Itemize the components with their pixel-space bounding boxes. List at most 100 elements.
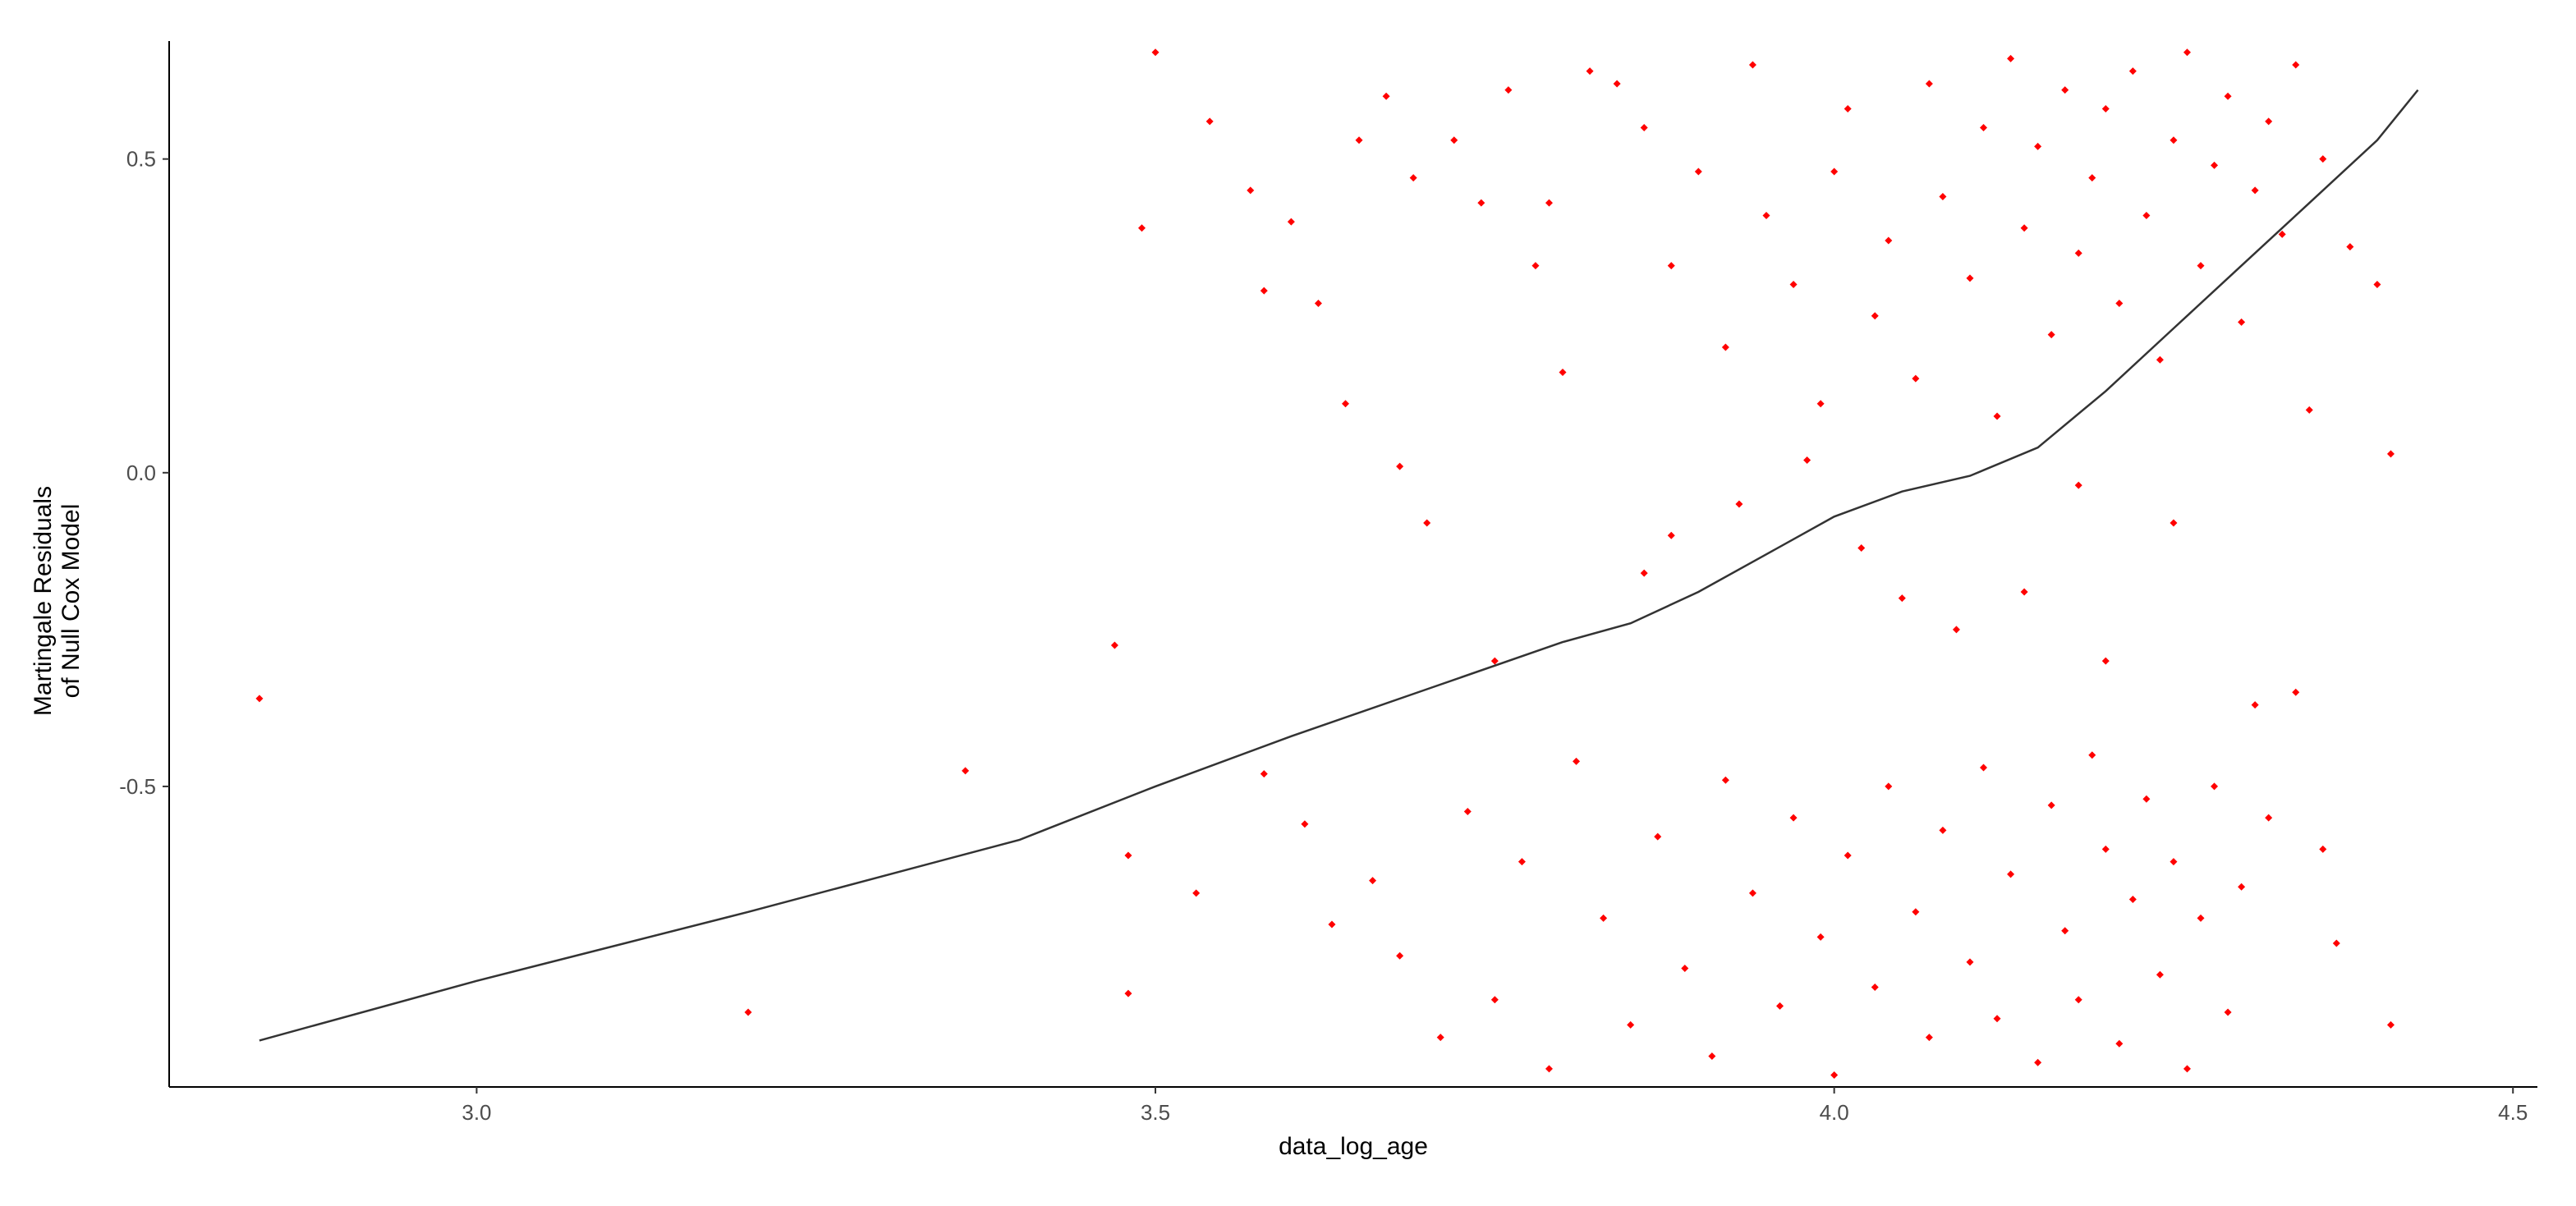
scatter-point [2319,845,2327,853]
scatter-point [1993,412,2001,420]
y-axis-title: Martingale Residuals [30,486,57,716]
y-axis-title: of Null Cox Model [57,504,85,699]
scatter-point [2265,814,2273,822]
scatter-point [1667,531,1675,539]
scatter-point [2238,318,2246,326]
scatter-point [255,695,264,703]
scatter-point [1844,851,1852,860]
scatter-point [1287,218,1295,226]
scatter-point [2101,657,2110,665]
scatter-point [1396,952,1404,960]
scatter-point [2197,914,2205,922]
scatter-point [1654,832,1662,841]
scatter-point [1301,820,1309,828]
scatter-point [2074,249,2082,257]
scatter-point [1939,826,1947,834]
scatter-point [2101,845,2110,853]
scatter-point [2047,331,2055,339]
scatter-point [1776,1002,1784,1010]
scatter-point [2170,519,2178,527]
scatter-point [1613,80,1621,88]
scatter-point [1518,858,1526,866]
scatter-point [1871,312,1879,320]
scatter-point [2156,970,2164,979]
scatter-point [2319,155,2327,163]
scatter-point [2128,895,2137,903]
scatter-point [1925,80,1933,88]
scatter-point [1885,236,1893,245]
scatter-point [2211,161,2219,169]
scatter-point [1396,462,1404,470]
scatter-point [1762,211,1770,219]
scatter-point [2128,67,2137,76]
scatter-point [1490,996,1499,1004]
scatter-point [744,1008,752,1016]
scatter-point [1490,657,1499,665]
scatter-point [1328,920,1336,929]
scatter-point [1151,48,1159,57]
scatter-point [1124,989,1132,997]
scatter-point [2332,939,2340,947]
scatter-point [1939,193,1947,201]
scatter-point [2183,48,2191,57]
scatter-point [2007,54,2015,62]
scatter-point [1830,167,1839,176]
scatter-point [1477,199,1485,207]
scatter-point [1748,61,1756,69]
scatter-point [1789,281,1798,289]
scatter-point [2305,406,2313,414]
scatter-point [1857,544,1866,553]
scatter-point [1844,105,1852,113]
scatter-point [1627,1020,1635,1029]
scatter-point [1450,136,1458,144]
smooth-line [259,89,2419,1042]
scatter-point [1423,519,1431,527]
scatter-point [1979,123,1987,131]
scatter-point [1382,92,1390,100]
scatter-point [2088,751,2096,759]
scatter-point [2251,186,2259,195]
scatter-point [2170,858,2178,866]
scatter-point [2183,1065,2191,1073]
scatter-point [1110,641,1118,649]
scatter-point [2386,450,2395,458]
scatter-point [1694,167,1702,176]
scatter-point [2020,588,2028,596]
scatter-point [1885,782,1893,791]
scatter-point [1966,274,1974,282]
scatter-point [1912,908,1920,916]
scatter-point [1436,1034,1444,1042]
scatter-point [1708,1052,1716,1061]
scatter-point [1830,1071,1839,1079]
scatter-point [1640,123,1648,131]
scatter-point [1205,117,1214,126]
scatter-point [2346,243,2354,251]
scatter-point [2373,281,2381,289]
scatter-point [1559,369,1567,377]
scatter-point [1409,174,1417,182]
scatter-point [2197,262,2205,270]
x-axis-title: data_log_age [1279,1133,1428,1160]
scatter-point [1952,626,1960,634]
scatter-point [1748,889,1756,897]
scatter-point [1898,594,1906,603]
scatter-point [1586,67,1594,76]
y-tick-label: 0.0 [126,461,156,485]
scatter-point [2034,142,2042,150]
scatter-point [2061,927,2069,935]
scatter-point [1124,851,1132,860]
scatter-point [962,767,970,775]
scatter-point [2156,355,2164,364]
scatter-point [2007,870,2015,878]
scatter-point [1993,1015,2001,1023]
x-tick-label: 4.5 [2498,1100,2528,1125]
scatter-point [2278,230,2286,238]
scatter-point [1545,199,1553,207]
scatter-point [1816,933,1825,941]
scatter-point [1803,456,1811,465]
scatter-point [1192,889,1201,897]
scatter-point [2074,996,2082,1004]
x-tick-label: 4.0 [1820,1100,1849,1125]
scatter-point [2074,481,2082,489]
